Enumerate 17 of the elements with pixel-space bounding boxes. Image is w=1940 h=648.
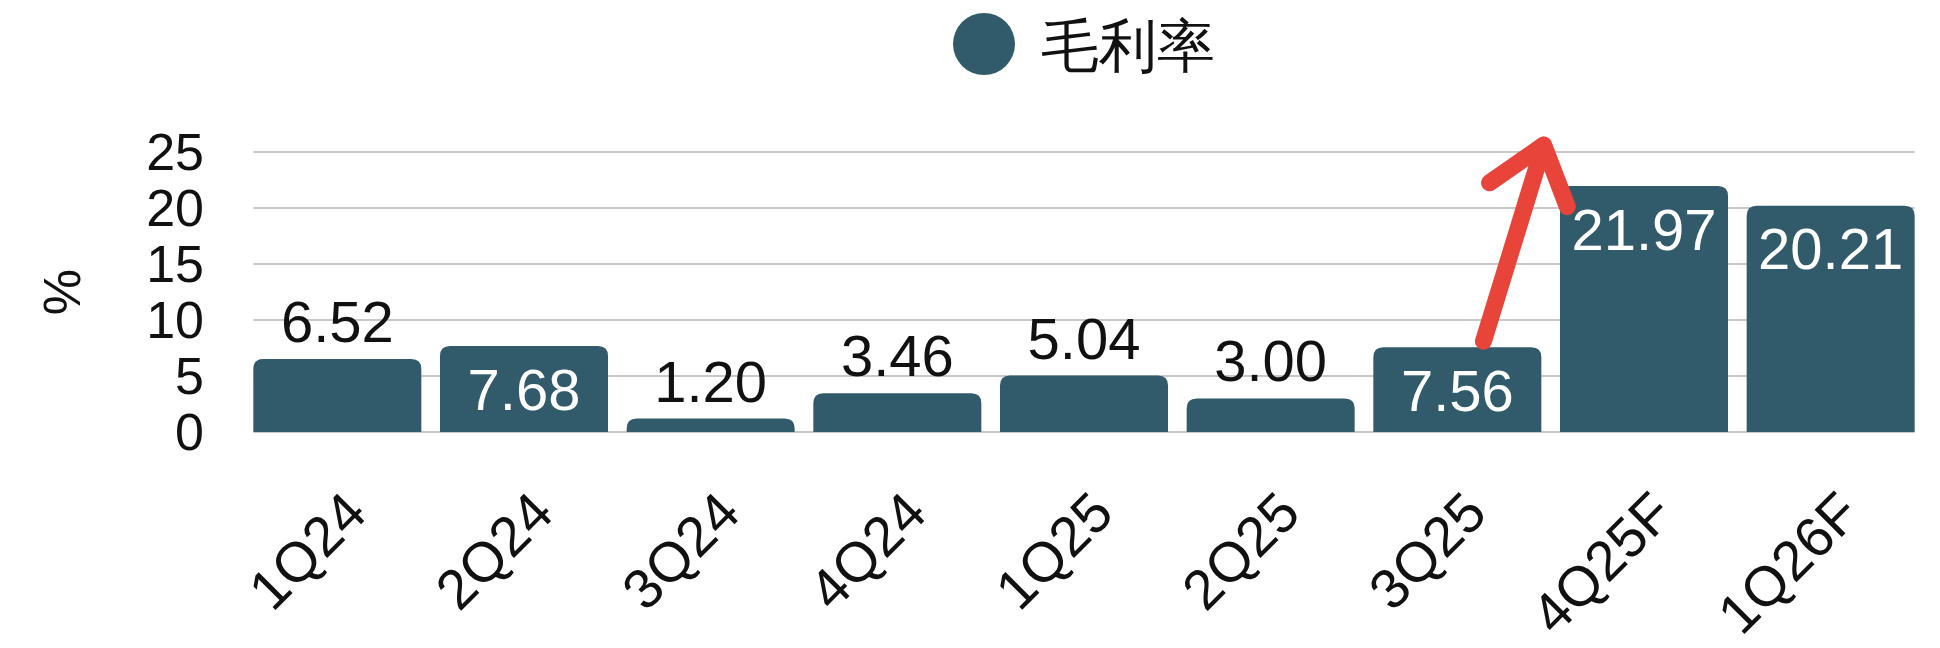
data-label: 7.68 bbox=[467, 356, 581, 422]
data-label: 5.04 bbox=[1027, 305, 1141, 371]
data-label: 1.20 bbox=[654, 348, 768, 414]
data-label: 3.46 bbox=[840, 323, 954, 389]
data-label: 20.21 bbox=[1758, 216, 1904, 282]
legend-label: 毛利率 bbox=[1041, 13, 1215, 79]
data-label: 21.97 bbox=[1571, 196, 1717, 262]
data-label: 7.56 bbox=[1400, 358, 1514, 424]
y-axis-title: % bbox=[33, 268, 91, 316]
y-tick-label: 0 bbox=[175, 403, 204, 461]
y-tick-label: 10 bbox=[146, 291, 204, 349]
y-tick-label: 25 bbox=[146, 123, 204, 181]
y-tick-label: 15 bbox=[146, 235, 204, 293]
data-label: 6.52 bbox=[280, 288, 394, 354]
data-label: 3.00 bbox=[1214, 328, 1328, 394]
y-tick-label: 20 bbox=[146, 179, 204, 237]
y-tick-label: 5 bbox=[175, 347, 204, 405]
